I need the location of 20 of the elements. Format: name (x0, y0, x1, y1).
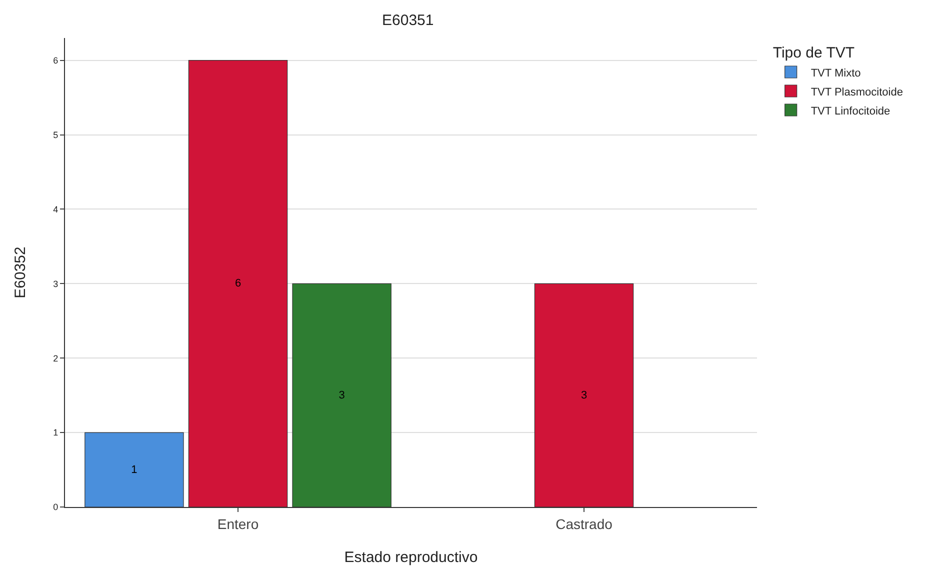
y-tick-label: 2 (53, 353, 58, 364)
legend-title: Tipo de TVT (772, 44, 855, 62)
x-tick-label: Castrado (556, 516, 613, 532)
x-axis-title: Estado reproductivo (344, 549, 478, 566)
y-tick-label: 6 (53, 55, 58, 66)
data-label: 6 (234, 278, 242, 290)
data-label: 1 (131, 464, 138, 476)
data-label: 3 (338, 389, 345, 402)
y-tick-label: 3 (53, 278, 58, 289)
y-tick-label: 1 (53, 428, 58, 438)
data-label: 3 (580, 389, 588, 402)
y-tick-label: 0 (53, 502, 58, 512)
y-tick-label: 4 (53, 204, 58, 214)
legend-label: TVT Linfocitoide (810, 105, 890, 118)
legend-label: TVT Mixto (810, 67, 861, 80)
y-tick-label: 5 (53, 130, 58, 140)
y-axis-title: E60352 (12, 246, 29, 298)
chart-title: E60351 (382, 12, 434, 30)
legend-label: TVT Plasmocitoide (810, 86, 903, 98)
x-tick-label: Entero (217, 516, 259, 532)
